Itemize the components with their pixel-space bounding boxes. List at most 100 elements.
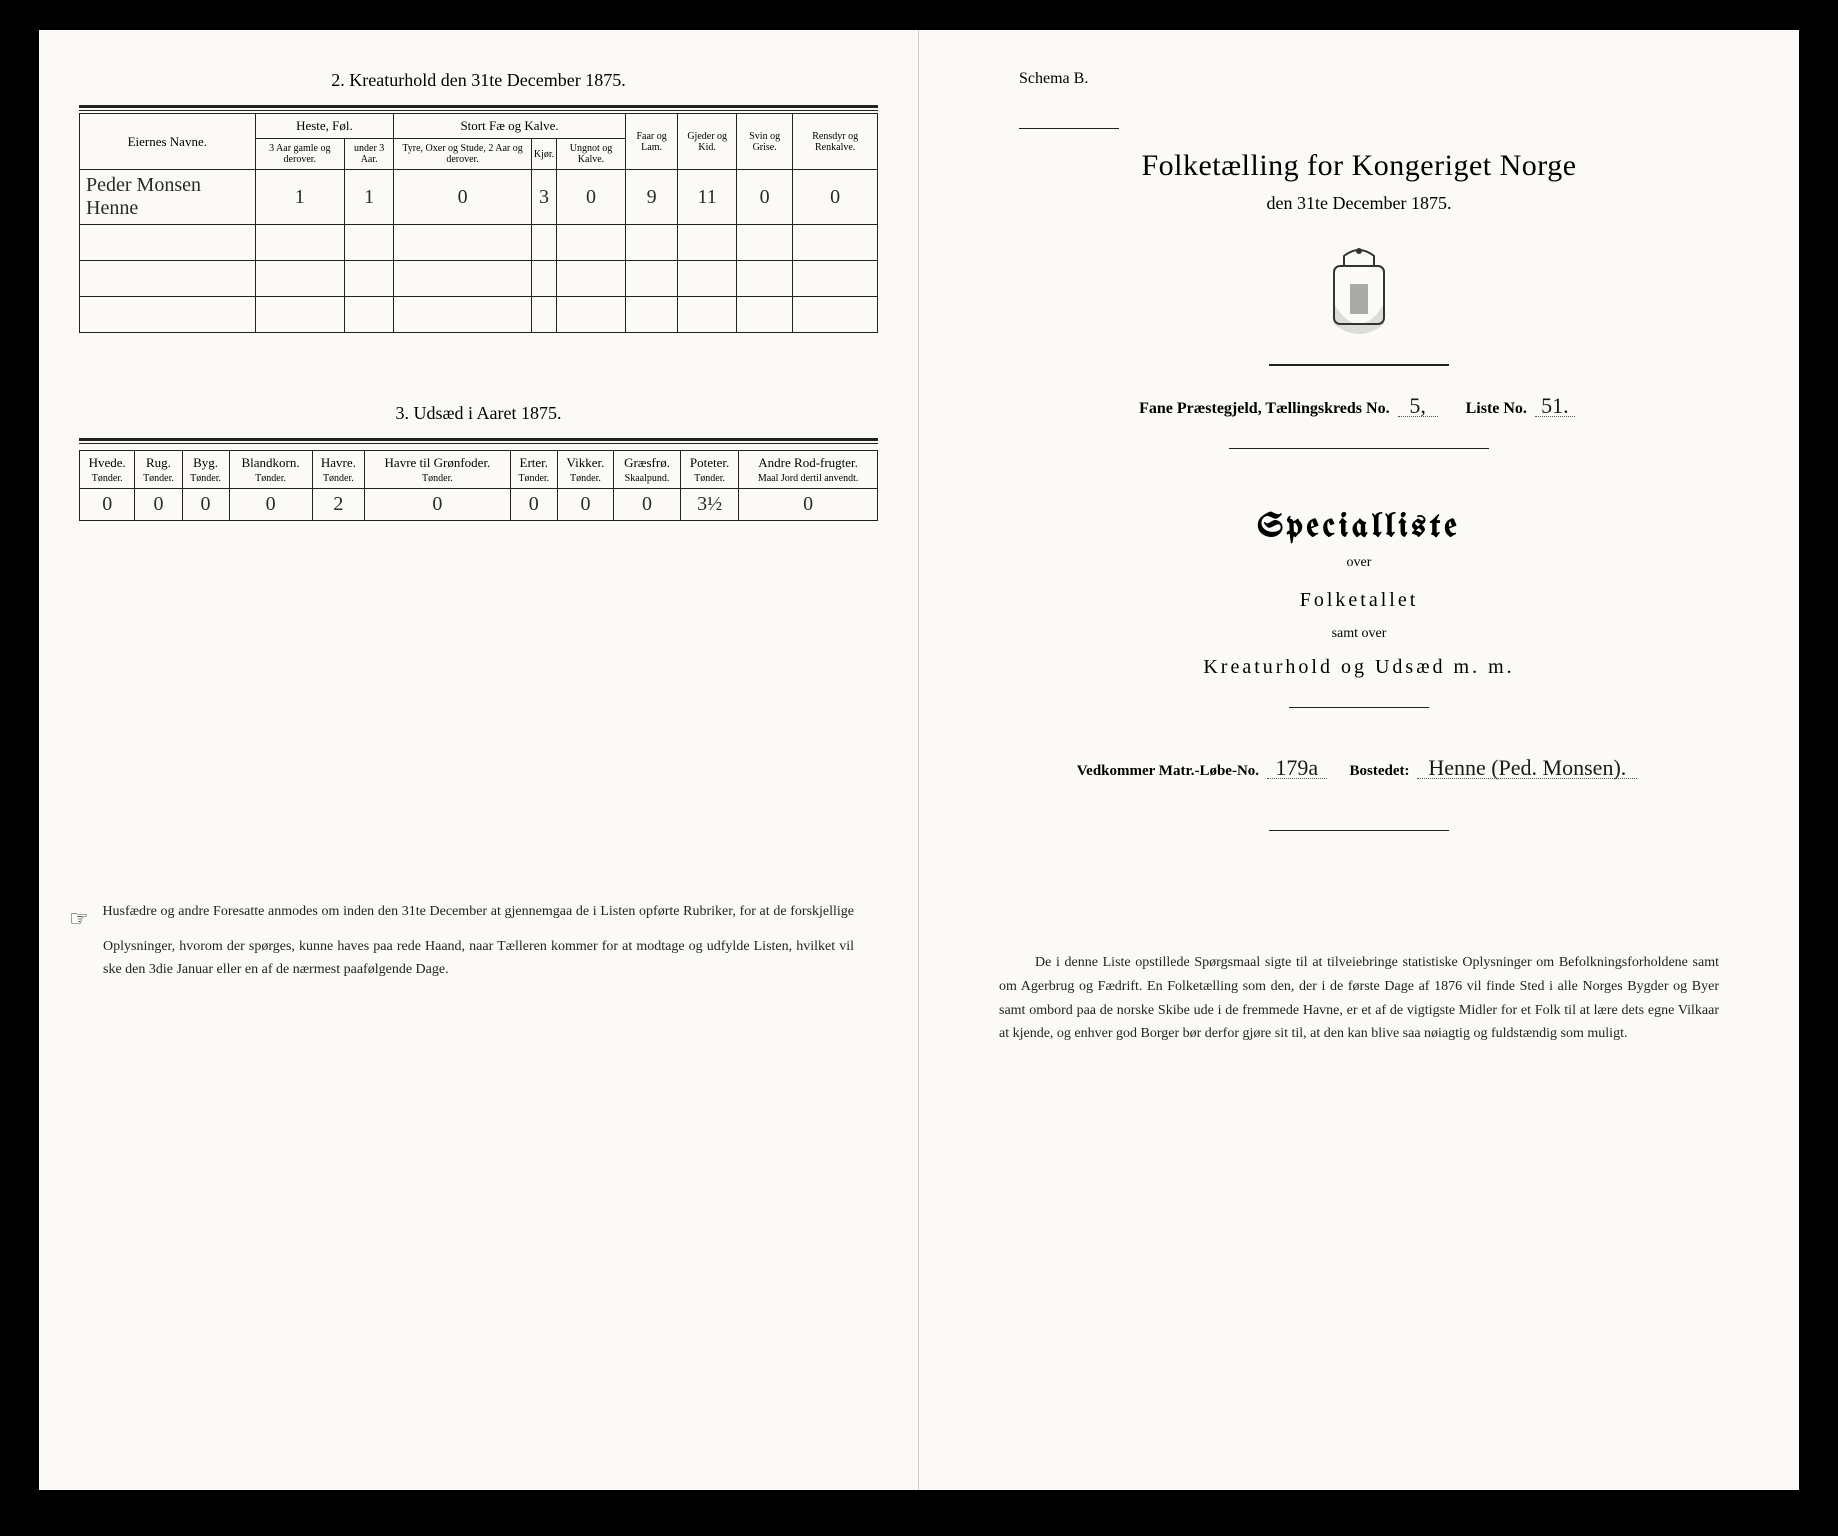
- col-h: Blandkorn.: [242, 455, 300, 470]
- schema-label: Schema B.: [1019, 70, 1759, 88]
- right-footnote: De i denne Liste opstillede Spørgsmaal s…: [999, 951, 1719, 1046]
- cell: 0: [182, 489, 229, 521]
- parish-line: Fane Præstegjeld, Tællingskreds No. 5, L…: [959, 396, 1759, 418]
- table-row-empty: [80, 261, 878, 297]
- left-page: 2. Kreaturhold den 31te December 1875. E…: [39, 30, 919, 1490]
- table-row-empty: [80, 225, 878, 261]
- col-faar: Faar og Lam.: [625, 114, 678, 170]
- cell: 11: [678, 170, 737, 225]
- specialliste-heading: Specialliste: [959, 509, 1759, 545]
- table-row-empty: [80, 297, 878, 333]
- col-h: Poteter.: [690, 455, 729, 470]
- table-row: 0 0 0 0 2 0 0 0 0 3½ 0: [80, 489, 878, 521]
- rule: [79, 443, 878, 444]
- col-u: Tønder.: [232, 473, 310, 484]
- col-group-heste: Heste, Føl.: [255, 114, 394, 139]
- col-h: Vikker.: [567, 455, 605, 470]
- cell: 0: [394, 170, 532, 225]
- rule: [1229, 448, 1489, 449]
- col: Rug. Tønder.: [135, 451, 182, 489]
- cell: 3½: [680, 489, 738, 521]
- cell: 1: [255, 170, 345, 225]
- tellingskreds-value: 5,: [1398, 396, 1438, 417]
- col-oxer: Tyre, Oxer og Stude, 2 Aar og derover.: [394, 139, 532, 170]
- left-footnote: ☞ Husfædre og andre Foresatte anmodes om…: [79, 901, 878, 981]
- rule: [1019, 128, 1119, 129]
- col-h: Erter.: [520, 455, 549, 470]
- over-label: over: [959, 555, 1759, 571]
- cell: 3: [531, 170, 556, 225]
- col: Erter. Tønder.: [510, 451, 557, 489]
- rule: [1269, 830, 1449, 831]
- col-svin: Svin og Grise.: [737, 114, 793, 170]
- cell: 0: [557, 170, 626, 225]
- col: Andre Rod-frugter. Maal Jord dertil anven…: [739, 451, 878, 489]
- col-u: Tønder.: [137, 473, 179, 484]
- col-h: Havre til Grønfoder.: [385, 455, 491, 470]
- rule: [79, 110, 878, 111]
- col-gjeder: Gjeder og Kid.: [678, 114, 737, 170]
- kreaturhold-label: Kreaturhold og Udsæd m. m.: [959, 656, 1759, 679]
- parish-label: Fane Præstegjeld, Tællingskreds No.: [1139, 400, 1390, 417]
- census-title: Folketælling for Kongeriget Norge: [959, 149, 1759, 183]
- col: Vikker. Tønder.: [557, 451, 613, 489]
- col: Blandkorn. Tønder.: [229, 451, 312, 489]
- col-ungnot: Ungnot og Kalve.: [557, 139, 626, 170]
- bosted-label: Bostedet:: [1350, 763, 1410, 779]
- col-u: Tønder.: [315, 473, 363, 484]
- col-name: Eiernes Navne.: [80, 114, 256, 170]
- col-h: Andre Rod-frugter.: [758, 455, 858, 470]
- col-u: Maal Jord dertil anvendt.: [741, 473, 875, 484]
- cell: 0: [365, 489, 511, 521]
- cell: 0: [793, 170, 878, 225]
- scanned-spread: 2. Kreaturhold den 31te December 1875. E…: [39, 30, 1799, 1490]
- cell: 0: [135, 489, 182, 521]
- cell: 2: [312, 489, 365, 521]
- col-u: Tønder.: [185, 473, 227, 484]
- cell: 0: [614, 489, 681, 521]
- rule: [79, 105, 878, 108]
- rule: [79, 438, 878, 441]
- col: Byg. Tønder.: [182, 451, 229, 489]
- liste-label: Liste No.: [1466, 400, 1527, 417]
- cell: 0: [80, 489, 135, 521]
- col-3aar: 3 Aar gamle og derover.: [255, 139, 345, 170]
- table2-title: 3. Udsæd i Aaret 1875.: [79, 403, 878, 424]
- col: Poteter.Tønder.: [680, 451, 738, 489]
- cell-name: Peder Monsen Henne: [80, 170, 256, 225]
- table-row: Peder Monsen Henne 1 1 0 3 0 9 11 0 0: [80, 170, 878, 225]
- col-u: Skaalpund.: [616, 473, 678, 484]
- rule: [1289, 707, 1429, 708]
- cell: 0: [229, 489, 312, 521]
- table1-title: 2. Kreaturhold den 31te December 1875.: [79, 70, 878, 91]
- col: Havre til Grønfoder. Tønder.: [365, 451, 511, 489]
- col-u: Tønder.: [367, 473, 508, 484]
- census-date: den 31te December 1875.: [959, 193, 1759, 214]
- footnote-text: Husfædre og andre Foresatte anmodes om i…: [102, 904, 854, 977]
- col-h: Græsfrø.: [624, 455, 670, 470]
- vedkommer-line: Vedkommer Matr.-Løbe-No. 179a Bostedet: …: [959, 758, 1759, 780]
- col-h: Rug.: [146, 455, 171, 470]
- udsaed-table: Hvede. Tønder. Rug. Tønder. Byg. Tønder. Bl…: [79, 450, 878, 521]
- col-h: Byg.: [193, 455, 218, 470]
- col: Hvede. Tønder.: [80, 451, 135, 489]
- samt-label: samt over: [959, 626, 1759, 642]
- col-group-stort: Stort Fæ og Kalve.: [394, 114, 626, 139]
- coat-of-arms-icon: [1316, 244, 1402, 344]
- cell: 0: [557, 489, 613, 521]
- col-u: Tønder.: [513, 473, 555, 484]
- cell: 1: [345, 170, 394, 225]
- right-page: Schema B. Folketælling for Kongeriget No…: [919, 30, 1799, 1490]
- col-u: Tønder.: [82, 473, 132, 484]
- rule: [1269, 364, 1449, 366]
- col-u: Tønder.: [560, 473, 611, 484]
- col: Græsfrø. Skaalpund.: [614, 451, 681, 489]
- matr-value: 179a: [1267, 758, 1327, 779]
- col: Havre. Tønder.: [312, 451, 365, 489]
- col-h: Hvede.: [89, 455, 126, 470]
- matr-label: Vedkommer Matr.-Løbe-No.: [1077, 763, 1259, 779]
- col-h: Havre.: [321, 455, 356, 470]
- pointing-hand-icon: ☞: [69, 901, 89, 936]
- cell: 0: [737, 170, 793, 225]
- liste-value: 51.: [1535, 396, 1575, 417]
